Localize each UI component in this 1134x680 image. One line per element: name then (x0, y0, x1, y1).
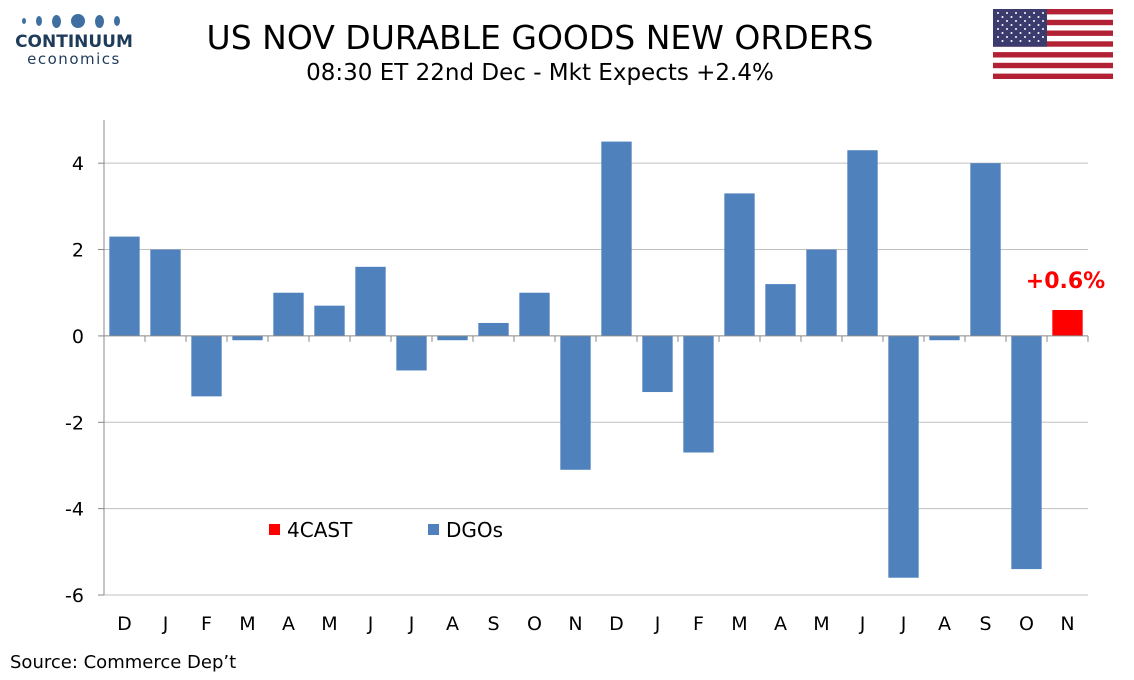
x-tick-label: M (813, 613, 829, 635)
y-tick-label: 0 (72, 326, 84, 348)
dgos-bar (396, 335, 427, 371)
x-tick-label: M (321, 613, 337, 635)
x-tick-label: N (1060, 613, 1074, 635)
x-tick-label: S (979, 613, 991, 635)
dgos-bar (314, 305, 345, 336)
chart-title: US NOV DURABLE GOODS NEW ORDERS (206, 18, 874, 57)
legend-swatch-dgos (428, 524, 439, 535)
legend-swatch-4cast (269, 524, 280, 535)
logo-name: CONTINUUM (15, 32, 133, 52)
source-note: Source: Commerce Dep’t (10, 652, 237, 673)
dgos-bar (683, 335, 714, 453)
y-tick-label: 2 (72, 240, 84, 262)
x-tick-label: N (568, 613, 582, 635)
dgos-bar (970, 163, 1001, 336)
dgos-bar (478, 322, 509, 336)
dgos-bar (1011, 335, 1042, 570)
dgos-bar (273, 292, 304, 336)
x-tick-label: D (117, 613, 132, 635)
x-tick-label: F (201, 613, 212, 635)
x-tick-label: O (1019, 613, 1034, 635)
dgos-bar (519, 292, 550, 336)
x-tick-label: J (859, 613, 866, 635)
chart-subtitle: 08:30 ET 22nd Dec - Mkt Expects +2.4% (306, 60, 774, 86)
x-tick-label: F (693, 613, 704, 635)
forecast-bar (1052, 310, 1083, 336)
legend-label-dgos: DGOs (446, 518, 503, 542)
dgos-bar (724, 193, 755, 336)
y-tick-label: -2 (65, 412, 84, 434)
dgos-bar (150, 249, 181, 336)
x-tick-label: S (487, 613, 499, 635)
y-tick-label: -6 (65, 585, 84, 607)
x-tick-label: A (774, 613, 787, 635)
dgos-bar (642, 335, 673, 393)
dgos-bar (232, 335, 263, 341)
legend-label-4cast: 4CAST (287, 518, 353, 542)
x-tick-label: J (654, 613, 661, 635)
gridlines (104, 162, 1088, 596)
x-tick-label: M (731, 613, 747, 635)
dgos-bar (601, 141, 632, 336)
logo-sub: economics (27, 50, 121, 68)
dgos-bar (191, 335, 222, 397)
continuum-logo-icon (8, 14, 134, 28)
dgos-bar (929, 335, 960, 341)
axes (98, 120, 1089, 596)
forecast-data-label: +0.6% (1026, 269, 1105, 294)
x-tick-label: O (527, 613, 542, 635)
dgos-bar (806, 249, 837, 336)
x-tick-label: J (900, 613, 907, 635)
x-tick-label: J (162, 613, 169, 635)
dgos-bar (437, 335, 468, 341)
continuum-logo: CONTINUUM economics (14, 14, 134, 78)
x-tick-label: D (609, 613, 624, 635)
y-tick-label: 4 (72, 153, 84, 175)
x-tick-label: A (938, 613, 951, 635)
us-flag-icon (993, 9, 1113, 79)
dgos-bar (560, 335, 591, 470)
bars (109, 141, 1083, 578)
dgos-bar (888, 335, 919, 578)
x-tick-label: A (282, 613, 295, 635)
y-tick-label: -4 (65, 499, 84, 521)
x-tick-label: M (239, 613, 255, 635)
tick-labels: -6 -4 -2 0 2 4 D J F M A M J J A S O N D J F M A M J J A S O N +0.6% (65, 153, 1105, 635)
x-tick-label: J (408, 613, 415, 635)
dgos-bar (355, 266, 386, 336)
x-tick-label: A (446, 613, 459, 635)
dgos-bar (109, 236, 140, 336)
dgos-bar (847, 150, 878, 336)
x-tick-label: J (367, 613, 374, 635)
legend: 4CAST DGOs (269, 518, 503, 542)
dgos-bar (765, 284, 796, 336)
